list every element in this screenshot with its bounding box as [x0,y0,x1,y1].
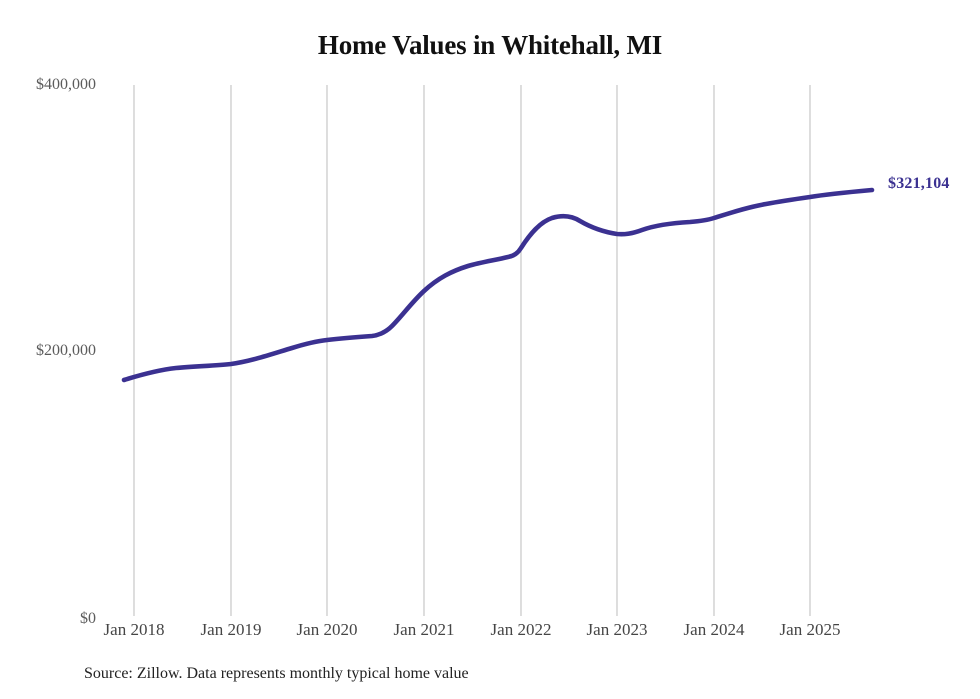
y-tick-200000: $200,000 [36,342,96,359]
x-tick-jan-2024: Jan 2024 [683,620,745,639]
y-tick-0: $0 [80,610,96,627]
y-tick-400000: $400,000 [36,76,96,93]
vertical-gridlines [133,85,811,616]
x-tick-jan-2023: Jan 2023 [586,620,648,639]
x-tick-jan-2020: Jan 2020 [296,620,358,639]
x-tick-jan-2018: Jan 2018 [103,620,165,639]
source-caption: Source: Zillow. Data represents monthly … [84,665,469,682]
endpoint-value-label: $321,104 [888,175,950,192]
chart-title: Home Values in Whitehall, MI [317,30,663,60]
x-tick-jan-2025: Jan 2025 [779,620,841,639]
x-tick-jan-2022: Jan 2022 [490,620,552,639]
home-value-line [121,187,875,383]
x-tick-jan-2021: Jan 2021 [393,620,455,639]
x-tick-jan-2019: Jan 2019 [200,620,262,639]
